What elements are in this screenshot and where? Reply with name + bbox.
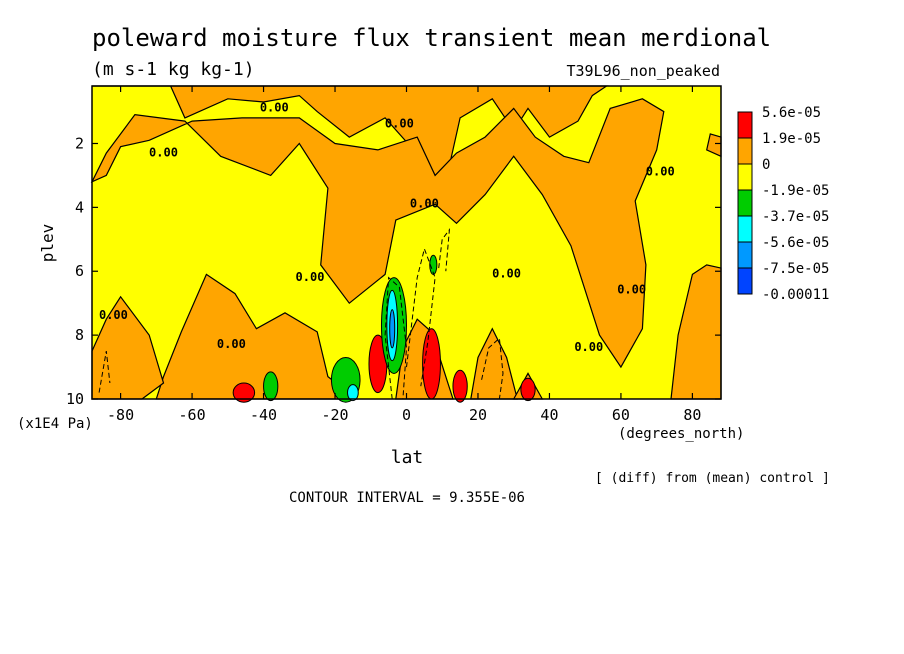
contour-label: 0.00 — [617, 283, 646, 297]
diff-note: [ (diff) from (mean) control ] — [595, 471, 830, 486]
legend-swatch — [737, 137, 753, 165]
flux-core-region — [263, 371, 279, 402]
contour-label: 0.00 — [296, 270, 325, 284]
legend-label: 5.6e-05 — [762, 105, 821, 121]
x-axis-label: lat — [391, 447, 424, 468]
x-tick-label: -40 — [250, 406, 277, 424]
legend-label: 0 — [762, 157, 770, 173]
flux-core-region — [452, 369, 468, 403]
flux-core-region — [389, 309, 396, 349]
legend-swatch — [737, 215, 753, 243]
legend-label: -1.9e-05 — [762, 183, 829, 199]
y-tick-label: 4 — [75, 198, 84, 216]
y-tick-label: 10 — [66, 390, 84, 408]
contour-label: 0.00 — [646, 164, 675, 178]
negative-contour-line — [98, 351, 111, 393]
flux-core-region — [422, 328, 441, 400]
flux-core-region — [347, 384, 359, 402]
flux-core-region — [429, 254, 438, 275]
plot-area: 0.00 0.00 0.00 0.00 0.00 0.00 0.00 0.00 0.00 0.00… — [66, 85, 722, 424]
negative-contour-line — [384, 276, 408, 400]
legend-swatch — [737, 111, 753, 139]
chart-title: poleward moisture flux transient mean me… — [92, 24, 771, 52]
run-label: T39L96_non_peaked — [566, 62, 720, 80]
contour-label: 0.00 — [260, 101, 289, 115]
contour-label: 0.00 — [149, 145, 178, 159]
x-axis-unit: (degrees_north) — [618, 426, 744, 442]
y-axis-label: plev — [38, 224, 57, 263]
y-tick-label: 8 — [75, 326, 84, 344]
contour-label: 0.00 — [574, 340, 603, 354]
legend-label: 1.9e-05 — [762, 131, 821, 147]
negative-contour-line — [481, 337, 504, 400]
legend-label: -5.6e-05 — [762, 235, 829, 251]
legend-swatch — [737, 267, 753, 295]
legend-label: -7.5e-05 — [762, 261, 829, 277]
legend-swatch — [737, 163, 753, 191]
x-tick-label: 80 — [683, 406, 701, 424]
flux-core-region — [232, 382, 256, 403]
flux-core-region — [520, 377, 536, 402]
legend-label: -0.00011 — [762, 287, 829, 303]
contour-label: 0.00 — [492, 267, 521, 281]
x-tick-label: 60 — [612, 406, 630, 424]
contour-label: 0.00 — [385, 117, 414, 131]
legend-swatch — [737, 189, 753, 217]
x-tick-label: 20 — [469, 406, 487, 424]
x-tick-label: -80 — [107, 406, 134, 424]
contour-label: 0.00 — [217, 337, 246, 351]
chart-units: (m s-1 kg kg-1) — [92, 59, 255, 80]
y-tick-label: 6 — [75, 262, 84, 280]
negative-contour-line — [438, 228, 451, 272]
contour-label: 0.00 — [99, 308, 128, 322]
x-tick-label: 0 — [402, 406, 411, 424]
y-tick-label: 2 — [75, 134, 84, 152]
contour-interval: CONTOUR INTERVAL = 9.355E-06 — [289, 490, 525, 506]
x-tick-label: 40 — [540, 406, 558, 424]
contour-label: 0.00 — [410, 196, 439, 210]
y-axis-unit: (x1E4 Pa) — [17, 416, 93, 432]
x-tick-label: -20 — [321, 406, 348, 424]
positive-flux-region — [90, 98, 665, 369]
legend-swatch — [737, 241, 753, 269]
color-legend: 5.6e-05 1.9e-05 0 -1.9e-05 -3.7e-05 -5.6e-05 -… — [737, 105, 829, 303]
x-tick-label: -60 — [179, 406, 206, 424]
negative-contour-line — [406, 247, 436, 387]
legend-label: -3.7e-05 — [762, 209, 829, 225]
